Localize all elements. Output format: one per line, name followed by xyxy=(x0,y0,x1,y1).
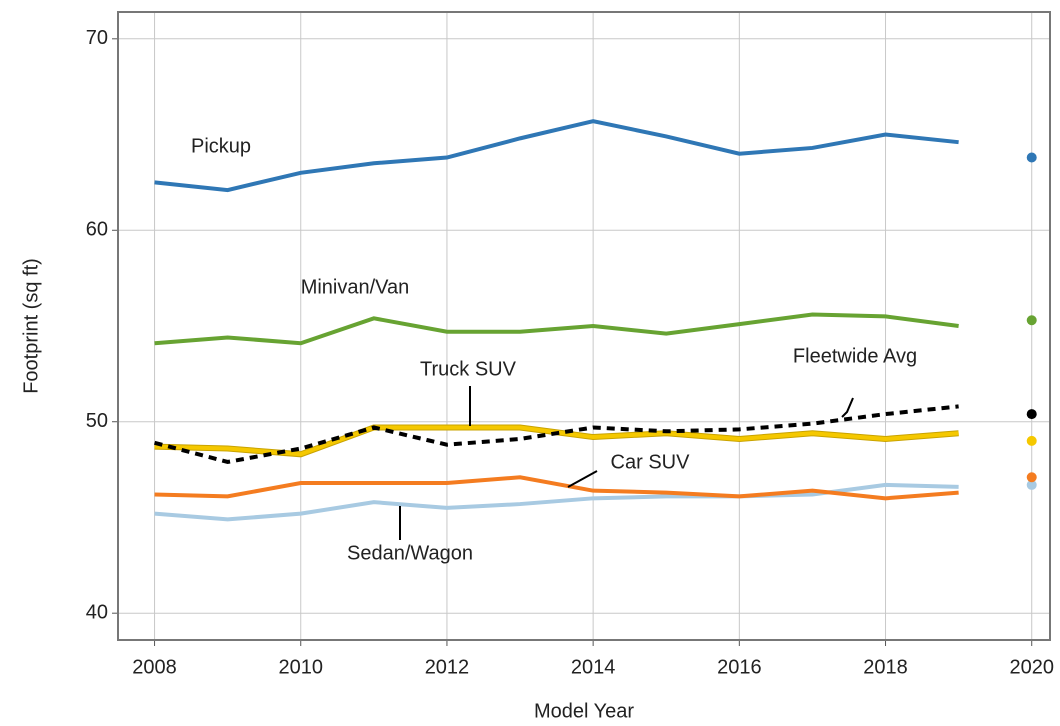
series-point xyxy=(1026,152,1037,163)
x-tick-label: 2008 xyxy=(132,656,177,678)
series-line xyxy=(154,119,959,193)
plot-frame xyxy=(117,11,1051,641)
y-tick-label: 50 xyxy=(86,410,108,432)
x-tick-label: 2014 xyxy=(571,656,616,678)
y-axis-label: Footprint (sq ft) xyxy=(20,258,42,394)
series-point xyxy=(1026,409,1037,420)
series-line xyxy=(154,482,959,522)
x-tick-label: 2010 xyxy=(278,656,323,678)
series-point xyxy=(1026,479,1037,490)
series-label: Minivan/Van xyxy=(301,276,410,298)
series-line xyxy=(154,475,959,501)
series-label: Fleetwide Avg xyxy=(793,345,917,367)
annotation-leader xyxy=(567,470,598,488)
series-point xyxy=(1026,435,1037,446)
x-tick-label: 2018 xyxy=(863,656,908,678)
series-point xyxy=(1026,472,1037,483)
y-tick-label: 40 xyxy=(86,601,108,623)
y-tick-label: 70 xyxy=(86,27,108,49)
x-tick-label: 2016 xyxy=(717,656,762,678)
series-label: Car SUV xyxy=(611,451,691,473)
series-label: Sedan/Wagon xyxy=(347,542,473,564)
series-label: Truck SUV xyxy=(420,358,517,380)
y-tick-label: 60 xyxy=(86,219,108,241)
series-point xyxy=(1026,315,1037,326)
annotation-leader xyxy=(841,397,854,418)
x-axis-label: Model Year xyxy=(534,700,634,722)
x-tick-label: 2020 xyxy=(1009,656,1054,678)
series-label: Pickup xyxy=(191,135,251,157)
series-line xyxy=(154,312,959,346)
series-line xyxy=(154,404,959,464)
x-tick-label: 2012 xyxy=(425,656,470,678)
